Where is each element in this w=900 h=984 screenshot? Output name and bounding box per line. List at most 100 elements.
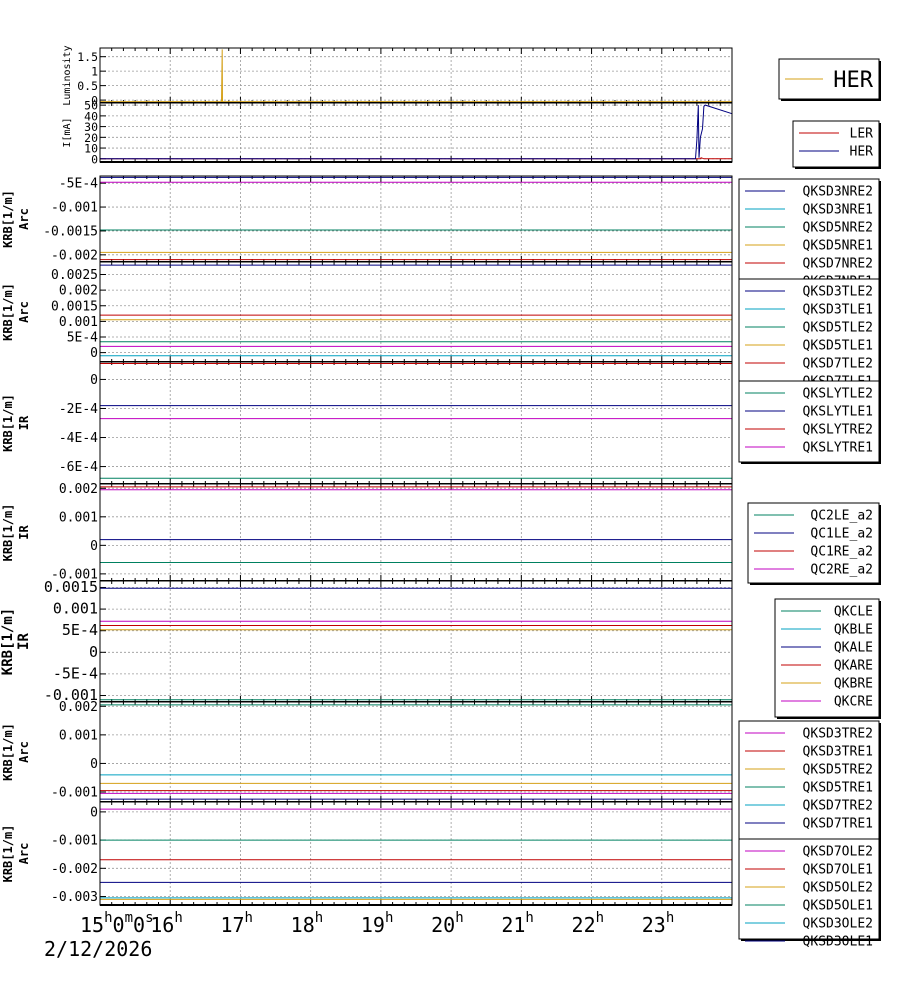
series-line-her [100, 49, 732, 103]
y-tick-label: 0 [90, 373, 98, 388]
y-tick-label: 0.0025 [51, 268, 98, 283]
x-tick-label: 23h [642, 910, 675, 937]
x-tick-label: 21h [501, 910, 534, 937]
legend-label: QC2RE_a2 [810, 563, 873, 578]
hour-text: 17 [220, 913, 244, 937]
legend-label: QKSD7TRE2 [803, 799, 873, 814]
hour-text: 19 [361, 913, 385, 937]
legend-label: QC1RE_a2 [810, 545, 873, 560]
legend-label: QKSD7OLE1 [803, 863, 873, 878]
y-tick-label: 20 [84, 131, 98, 145]
hour-text: 20 [431, 913, 455, 937]
y-tick-label: 0 [90, 539, 98, 554]
legend-label: QKSLYTRE1 [803, 441, 873, 456]
hour-unit: h [455, 910, 463, 926]
series-line-her [100, 104, 733, 160]
plot-area [100, 702, 732, 802]
hour-text: 21 [501, 913, 525, 937]
y-axis-label: KRB[1/m] [1, 283, 15, 341]
y-tick-label: 0.001 [59, 510, 98, 525]
x-tick-label: 18h [291, 910, 324, 937]
y-tick-label: 0.5 [77, 79, 98, 93]
y-tick-label: -0.001 [51, 786, 98, 801]
plot-area [100, 103, 732, 162]
legend-label: QKSLYTRE2 [803, 423, 873, 438]
chart-panel-6: 0 0.001 0.002 -0.001 KRB[1/m] IR QC2LE_a2 QC1LE… [1, 482, 881, 585]
legend-label: QKSD7TLE2 [803, 357, 873, 372]
legend-label: QKSD7TRE1 [803, 817, 873, 832]
legend-label: QKSD3NRE2 [803, 185, 873, 200]
date-label: 2/12/2026 [44, 937, 152, 961]
y-axis-label: KRB[1/m] [1, 394, 15, 452]
x-tick-label: 20h [431, 910, 464, 937]
y-tick-label: 0.002 [59, 284, 98, 299]
legend-label: QC1LE_a2 [810, 527, 873, 542]
plot-area [100, 362, 732, 484]
legend-label: QKSD5TRE2 [803, 763, 873, 778]
plot-area [100, 484, 732, 581]
legend-box [738, 380, 880, 463]
y-tick-label: -0.001 [44, 686, 98, 704]
y-axis-label: IR [17, 415, 31, 430]
y-tick-label: 10 [84, 142, 98, 156]
y-axis-label: KRB[1/m] [0, 608, 16, 675]
y-tick-label: -0.001 [51, 201, 98, 216]
legend-label: QC2LE_a2 [810, 509, 873, 524]
y-tick-label: 0.001 [59, 728, 98, 743]
y-axis-label: KRB[1/m] [1, 825, 15, 883]
y-tick-label: -5E-4 [59, 177, 98, 192]
y-tick-label: 0.002 [59, 700, 98, 715]
legend-label: QKSD3TRE1 [803, 745, 873, 760]
hour-unit: h [245, 910, 253, 926]
legend-box [738, 720, 880, 840]
legend-label: QKSD3NRE1 [803, 203, 873, 218]
legend-label: QKCLE [834, 605, 873, 620]
y-axis-label: Arc [17, 843, 31, 865]
x-tick-label: 16h [150, 910, 183, 937]
plot-area [100, 802, 732, 905]
legend-box [774, 598, 880, 718]
y-tick-label: -0.002 [51, 862, 98, 877]
legend-box [738, 178, 880, 290]
y-axis-label: Arc [17, 741, 31, 763]
hour-unit: h [174, 910, 182, 926]
y-axis-label: IR [16, 633, 32, 650]
legend: QC2LE_a2 QC1LE_a2 QC1RE_a2 QC2RE_a2 [747, 502, 881, 585]
legend-box [738, 838, 880, 940]
hour-unit: h [596, 910, 604, 926]
hour-unit: h [385, 910, 393, 926]
legend: QKSD3TRE2 QKSD3TRE1 QKSD5TRE2 QKSD5TRE1 QKSD… [738, 720, 881, 841]
legend-label: QKSD3TLE2 [803, 285, 873, 300]
second-text: 0 [133, 913, 145, 937]
legend-box [792, 120, 880, 168]
legend: QKSD7OLE2 QKSD7OLE1 QKSD5OLE2 QKSD5OLE1 QKSD… [738, 838, 881, 950]
y-axis-label: Arc [17, 208, 31, 230]
hour-text: 23 [642, 913, 666, 937]
y-tick-label: 0.001 [53, 600, 98, 618]
y-tick-label: 0.0015 [51, 299, 98, 314]
legend-label: QKSD7OLE2 [803, 845, 873, 860]
legend-label: QKCRE [834, 695, 873, 710]
y-tick-label: -0.0015 [43, 224, 98, 239]
y-tick-label: -0.003 [51, 890, 98, 905]
legend-label: QKSD5NRE1 [803, 239, 873, 254]
legend-label: QKSD3TRE2 [803, 727, 873, 742]
legend: QKSD3NRE2 QKSD3NRE1 QKSD5NRE2 QKSD5NRE1 QKSD… [738, 178, 881, 291]
legend-label: QKSD7NRE2 [803, 257, 873, 272]
y-tick-label: 0.0015 [44, 578, 98, 596]
y-tick-label: -0.001 [51, 834, 98, 849]
y-axis-label: KRB[1/m] [1, 190, 15, 248]
y-tick-label: 50 [84, 99, 98, 113]
x-tick-label: 15h0m0s [80, 910, 154, 937]
legend-label: QKSD5TLE1 [803, 339, 873, 354]
y-tick-label: 0.002 [59, 482, 98, 497]
minute-text: 0 [113, 913, 125, 937]
plot-area [100, 48, 732, 103]
y-tick-label: -0.002 [51, 248, 98, 263]
